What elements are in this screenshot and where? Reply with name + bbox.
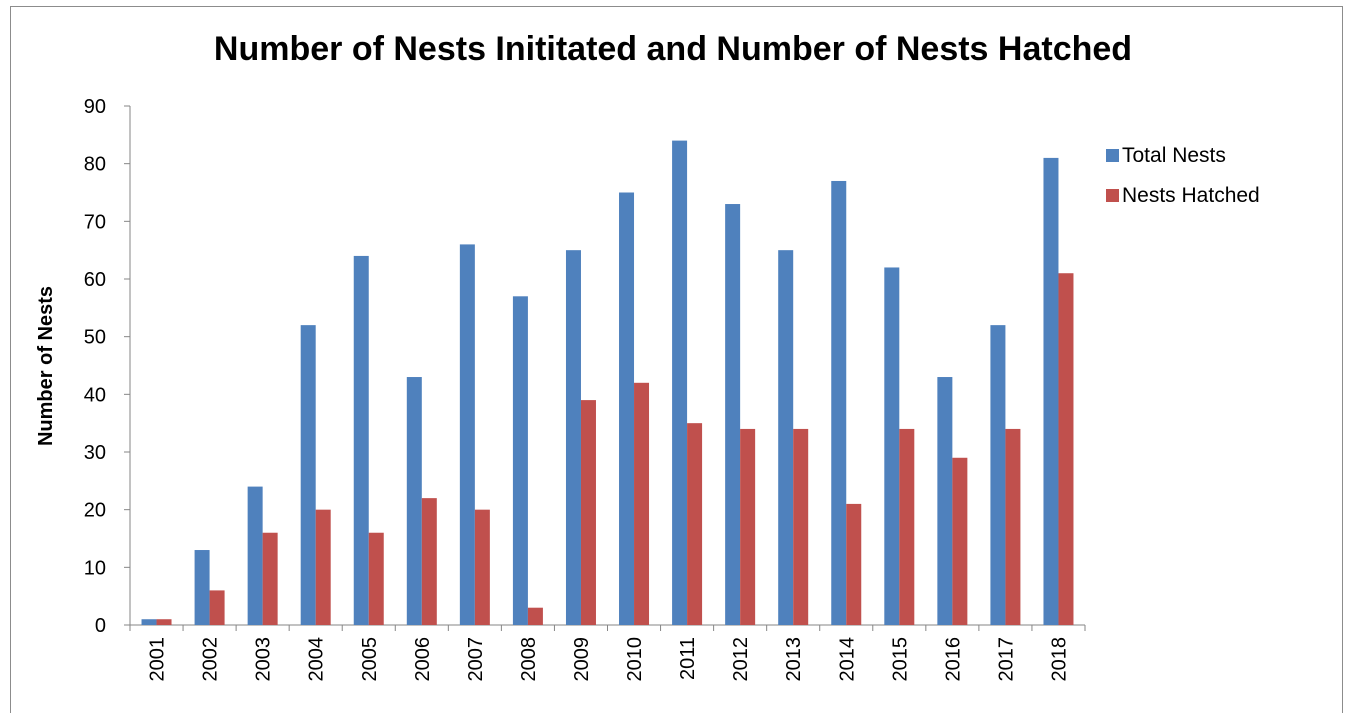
x-tick-label: 2004 — [306, 637, 328, 682]
legend-label-0: Total Nests — [1122, 144, 1226, 167]
bar-nests-hatched-2006 — [421, 498, 437, 625]
bar-total-nests-2016 — [937, 377, 953, 625]
bar-total-nests-2001 — [141, 619, 157, 625]
x-tick-label: 2017 — [995, 637, 1017, 682]
bar-nests-hatched-2005 — [368, 532, 384, 625]
bar-nests-hatched-2012 — [740, 428, 756, 625]
bar-nests-hatched-2014 — [846, 503, 862, 625]
bar-nests-hatched-2015 — [899, 428, 915, 625]
bar-nests-hatched-2010 — [634, 382, 650, 625]
bar-total-nests-2002 — [194, 550, 210, 625]
x-tick-label: 2016 — [942, 637, 964, 682]
x-tick-label: 2008 — [518, 637, 540, 682]
y-tick-label: 80 — [84, 154, 106, 176]
bar-nests-hatched-2011 — [687, 423, 703, 625]
bar-nests-hatched-2001 — [156, 619, 172, 625]
legend-swatch-1 — [1106, 189, 1119, 202]
y-axis-label: Number of Nests — [35, 286, 57, 446]
x-tick-label: 2015 — [889, 637, 911, 682]
bar-total-nests-2014 — [831, 180, 847, 625]
legend-swatch-0 — [1106, 149, 1119, 162]
bar-total-nests-2013 — [778, 250, 794, 625]
x-tick-label: 2014 — [836, 637, 858, 682]
bar-total-nests-2012 — [725, 204, 741, 626]
chart-title: Number of Nests Inititated and Number of… — [213, 30, 1133, 68]
bar-nests-hatched-2016 — [952, 457, 968, 625]
legend-label-1: Nests Hatched — [1122, 184, 1260, 207]
x-tick-label: 2001 — [147, 637, 169, 682]
y-tick-label: 30 — [84, 442, 106, 464]
bar-total-nests-2015 — [884, 267, 900, 625]
bar-total-nests-2008 — [512, 296, 528, 625]
x-tick-label: 2018 — [1048, 637, 1070, 682]
x-tick-label: 2002 — [200, 637, 222, 682]
x-tick-label: 2007 — [465, 637, 487, 682]
bar-nests-hatched-2013 — [793, 428, 809, 625]
bar-nests-hatched-2008 — [527, 607, 543, 625]
y-tick-label: 20 — [84, 500, 106, 522]
bar-total-nests-2003 — [247, 486, 263, 625]
bar-nests-hatched-2009 — [580, 400, 596, 625]
bar-nests-hatched-2017 — [1005, 428, 1021, 625]
bar-total-nests-2006 — [406, 377, 422, 625]
bar-nests-hatched-2007 — [474, 509, 490, 625]
bar-nests-hatched-2004 — [315, 509, 331, 625]
bar-total-nests-2007 — [459, 244, 475, 625]
y-tick-label: 10 — [84, 557, 106, 579]
x-tick-label: 2011 — [677, 637, 699, 680]
bar-total-nests-2009 — [565, 250, 581, 625]
bar-nests-hatched-2002 — [209, 590, 225, 625]
bar-total-nests-2004 — [300, 325, 316, 625]
bar-total-nests-2005 — [353, 255, 369, 625]
x-tick-label: 2009 — [571, 637, 593, 682]
x-tick-label: 2005 — [359, 637, 381, 682]
y-tick-label: 90 — [84, 96, 106, 118]
x-tick-label: 2013 — [783, 637, 805, 682]
x-tick-label: 2012 — [730, 637, 752, 682]
bar-total-nests-2018 — [1043, 157, 1059, 625]
bar-nests-hatched-2003 — [262, 532, 278, 625]
y-tick-label: 0 — [95, 615, 106, 637]
bar-nests-hatched-2018 — [1058, 273, 1074, 625]
y-tick-label: 40 — [84, 384, 106, 406]
x-tick-label: 2010 — [624, 637, 646, 682]
bar-total-nests-2010 — [619, 192, 635, 625]
bar-total-nests-2011 — [672, 140, 688, 625]
x-tick-label: 2006 — [412, 637, 434, 682]
y-tick-label: 50 — [84, 327, 106, 349]
y-tick-label: 70 — [84, 211, 106, 233]
bar-total-nests-2017 — [990, 325, 1006, 625]
y-tick-label: 60 — [84, 269, 106, 291]
x-tick-label: 2003 — [253, 637, 275, 682]
